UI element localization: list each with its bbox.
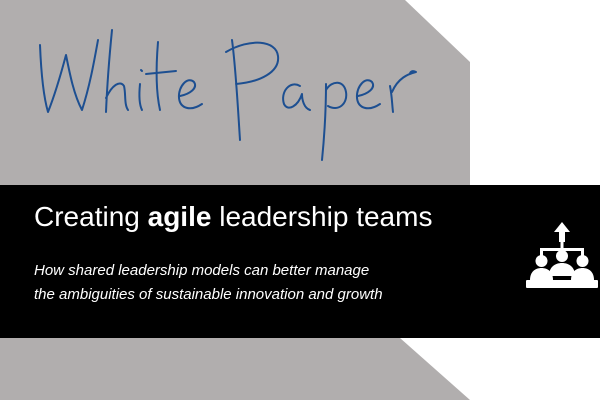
leadership-team-icon [526, 222, 598, 288]
headline-emphasis: agile [147, 201, 212, 232]
subtitle: How shared leadership models can better … [34, 259, 504, 307]
subtitle-line-2: the ambiguities of sustainable innovatio… [34, 286, 383, 303]
title-banner [0, 185, 600, 338]
headline-suffix: leadership teams [211, 201, 433, 232]
white-paper-script-title [39, 29, 417, 161]
subtitle-line-1: How shared leadership models can better … [34, 262, 370, 279]
headline-prefix: Creating [34, 201, 148, 232]
page-title: Creating agile leadership teams [34, 203, 432, 231]
